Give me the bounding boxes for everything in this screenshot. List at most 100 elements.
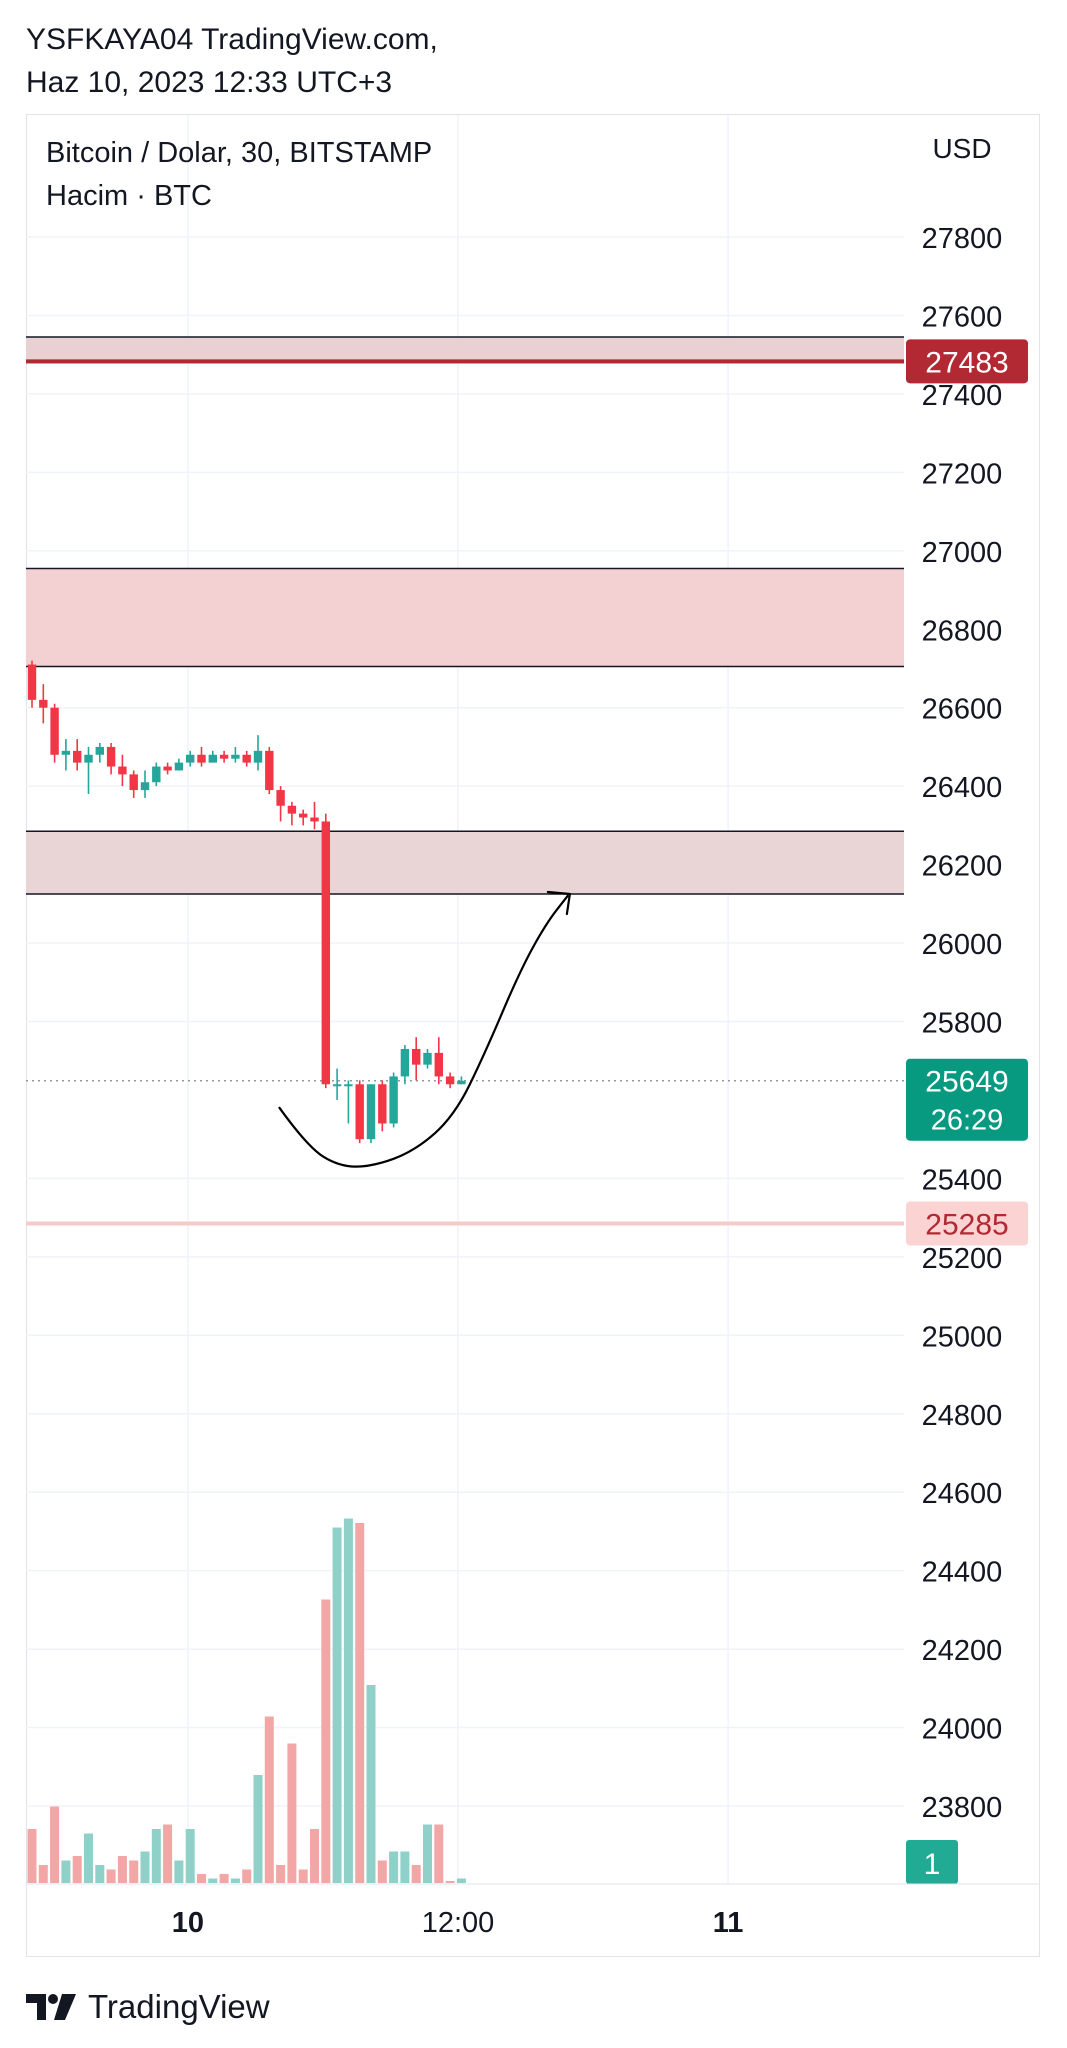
pane-badge-text: 1 <box>924 1848 941 1881</box>
volume-bar <box>72 1856 82 1883</box>
y-tick-label: 24200 <box>922 1635 1003 1667</box>
volume-bar <box>400 1851 410 1883</box>
y-tick-label: 26400 <box>922 772 1003 804</box>
y-tick-label: 26600 <box>922 694 1003 726</box>
volume-legend[interactable]: Hacim · BTC <box>46 180 212 212</box>
y-tick-label: 25200 <box>922 1243 1003 1275</box>
volume-bar <box>27 1829 37 1883</box>
volume-bar <box>219 1874 229 1883</box>
candle-body <box>412 1048 421 1065</box>
x-tick-label: 10 <box>172 1907 204 1939</box>
axis-price-label-bg <box>906 1058 1028 1141</box>
axis-price-label: 25285 <box>906 1201 1028 1246</box>
volume-bar <box>332 1527 342 1883</box>
zone-rect <box>26 568 904 667</box>
x-tick-label: 12:00 <box>422 1907 495 1939</box>
volume-bar <box>174 1860 184 1883</box>
volume-bar <box>50 1806 60 1883</box>
axis-price-label-text: 27483 <box>925 346 1008 379</box>
volume-bar <box>106 1869 116 1883</box>
y-tick-label: 24600 <box>922 1478 1003 1510</box>
tradingview-logo-icon <box>26 1994 76 2020</box>
candle-body <box>208 754 217 763</box>
volume-bar <box>264 1716 274 1883</box>
annotation-curve <box>278 894 569 1168</box>
candle-body <box>129 774 138 791</box>
volume-bar <box>423 1824 432 1883</box>
zone-rect <box>26 831 904 895</box>
chart-frame[interactable] <box>26 114 1040 1957</box>
y-tick-label: 27200 <box>922 458 1003 490</box>
candle-body <box>231 754 240 759</box>
volume-bar <box>377 1860 387 1883</box>
volume-bar <box>434 1824 444 1883</box>
y-tick-label: 24400 <box>922 1557 1003 1589</box>
tradingview-brand[interactable]: TradingView <box>26 1985 270 2029</box>
axis-price-label-bg <box>906 1201 1028 1246</box>
volume-bar <box>140 1851 150 1883</box>
candle-body <box>332 1084 342 1087</box>
candle-body <box>423 1052 432 1065</box>
candle-body <box>434 1052 443 1077</box>
volume-bar <box>61 1860 71 1883</box>
candle-body <box>445 1076 455 1085</box>
currency-label: USD <box>932 133 991 164</box>
candle-body <box>84 754 93 763</box>
axis-price-label: 27483 <box>906 339 1028 384</box>
volume-bar <box>310 1829 319 1883</box>
symbol-legend[interactable]: Bitcoin / Dolar, 30, BITSTAMP <box>46 137 433 169</box>
y-tick-label: 25800 <box>922 1008 1003 1040</box>
candle-body <box>344 1084 353 1087</box>
y-tick-label: 27800 <box>922 223 1003 255</box>
volume-bar <box>276 1865 286 1883</box>
volume-bar <box>129 1860 139 1883</box>
y-tick-label: 24800 <box>922 1400 1003 1432</box>
candle-body <box>299 813 308 818</box>
volume-bar <box>298 1869 308 1883</box>
volume-bar <box>445 1881 455 1883</box>
candle-body <box>242 754 251 763</box>
chart-timestamp: Haz 10, 2023 12:33 UTC+3 <box>26 66 393 99</box>
candle-body <box>287 805 297 814</box>
candle-body <box>457 1080 466 1085</box>
candle-body <box>118 766 127 775</box>
candle-body <box>39 699 48 708</box>
volume-bar <box>366 1685 376 1883</box>
pane-badge-bg <box>906 1840 958 1884</box>
volume-bar <box>343 1518 353 1883</box>
volume-bar <box>95 1865 105 1883</box>
volume-bar <box>208 1878 218 1883</box>
volume-bar <box>355 1523 365 1883</box>
candle-body <box>355 1084 364 1140</box>
annotation-arrowhead <box>546 890 571 916</box>
y-tick-label: 27000 <box>922 537 1003 569</box>
candle-body <box>389 1076 398 1124</box>
volume-bar <box>411 1865 421 1883</box>
y-tick-label: 23800 <box>922 1792 1003 1824</box>
candle-body <box>276 790 285 806</box>
volume-bar <box>253 1775 263 1883</box>
x-tick-label: 11 <box>713 1907 744 1939</box>
candle-body <box>186 754 195 763</box>
y-tick-label: 26800 <box>922 615 1003 647</box>
volume-bar <box>151 1829 161 1883</box>
y-tick-label: 26200 <box>922 851 1003 883</box>
volume-bar <box>84 1833 93 1883</box>
volume-bar <box>287 1743 297 1883</box>
candle-body <box>106 746 116 767</box>
candle-body <box>265 750 274 791</box>
y-tick-label: 27400 <box>922 380 1003 412</box>
chart-author-header: YSFKAYA04 TradingView.com, <box>26 23 438 56</box>
candle-body <box>253 750 263 763</box>
volume-bar <box>321 1599 331 1883</box>
y-tick-label: 27600 <box>922 301 1003 333</box>
candle-body <box>50 707 59 755</box>
volume-bar <box>242 1869 252 1883</box>
candle-body <box>95 746 104 755</box>
candle-body <box>400 1048 410 1077</box>
countdown-label-text: 26:29 <box>931 1105 1004 1137</box>
candle-body <box>163 766 172 771</box>
candle-body <box>366 1084 376 1140</box>
volume-bar <box>163 1824 173 1883</box>
